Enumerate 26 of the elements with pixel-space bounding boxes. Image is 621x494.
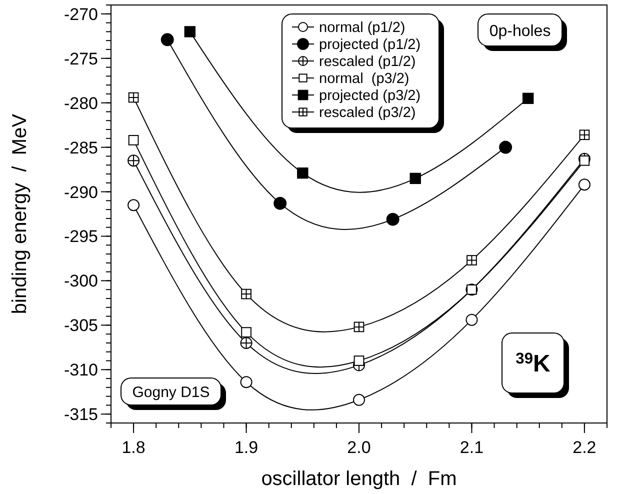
x-tick-label: 1.8 [122,438,146,457]
y-tick-label: -275 [64,49,98,68]
y-tick-label: -280 [64,94,98,113]
legend-label: projected (p1/2) [319,37,421,53]
annotation: $^{39}$K [516,350,552,378]
y-tick-label: -305 [64,316,98,336]
y-tick-label: -295 [64,227,98,246]
y-tick-label: -300 [64,272,98,291]
legend-label: normal (p1/2) [319,20,406,36]
y-tick-label: -285 [64,138,98,158]
x-tick-label: 1.9 [234,438,258,457]
annotation: Gogny D1S [132,384,210,401]
annotation: 0p-holes [489,22,551,40]
x-tick-label: 2.2 [572,438,596,457]
y-tick-label: -290 [64,182,98,202]
y-tick-label: -270 [64,4,98,24]
legend-label: rescaled (p1/2) [319,54,416,70]
legend-label: projected (p3/2) [319,88,421,104]
y-axis-title: binding energy / MeV [9,113,31,314]
x-axis-title: oscillator length / Fm [261,468,457,490]
x-tick-label: 2.0 [347,438,371,457]
legend-label: normal (p3/2) [319,71,410,87]
legend-label: rescaled (p3/2) [319,105,416,121]
x-tick-label: 2.1 [460,438,484,457]
y-tick-label: -310 [64,360,98,380]
y-tick-label: -315 [64,405,98,424]
